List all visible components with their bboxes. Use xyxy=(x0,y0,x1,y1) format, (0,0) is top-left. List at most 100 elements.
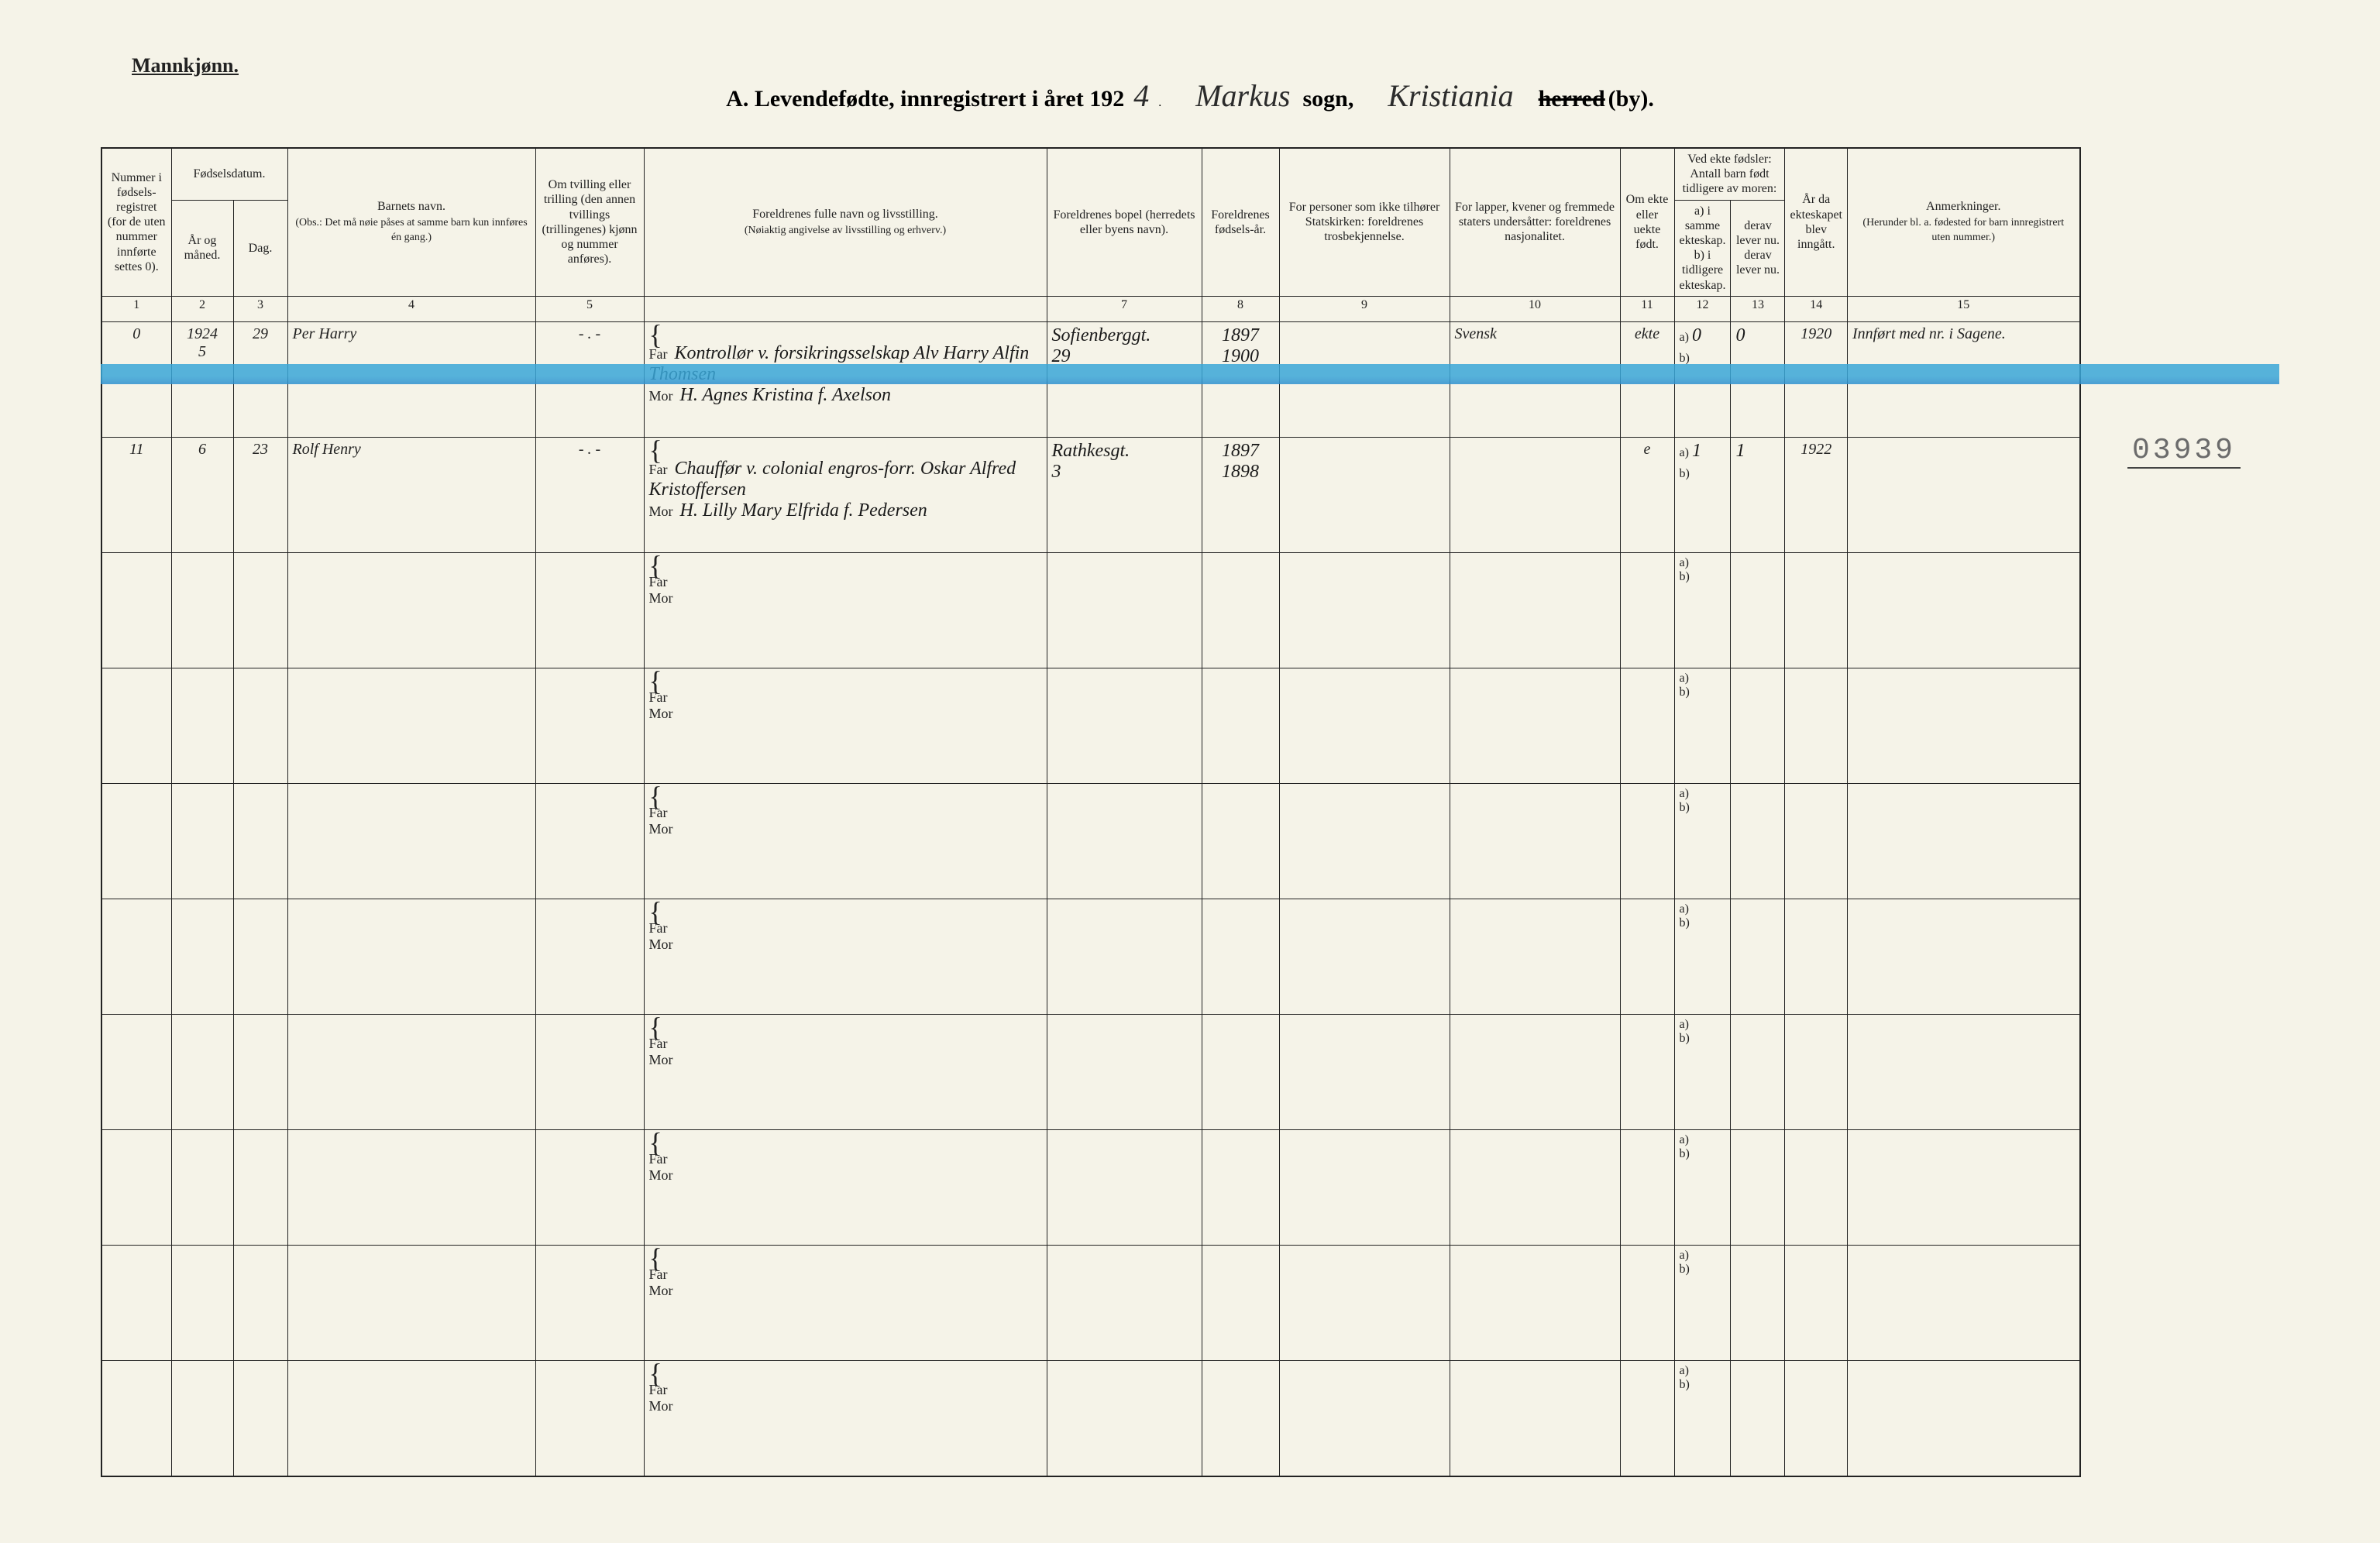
cell xyxy=(1047,899,1202,1014)
title-prefix: A. Levendefødte, innregistrert i året 19… xyxy=(726,86,1124,112)
cell-foreldre: {FarMor xyxy=(644,1245,1047,1360)
cell xyxy=(171,1014,233,1129)
cell-c12: a)b) xyxy=(1674,668,1731,783)
cell xyxy=(287,899,535,1014)
cell xyxy=(1785,1360,1848,1476)
cell xyxy=(171,783,233,899)
mor-label: Mor H. Agnes Kristina f. Axelson xyxy=(649,385,1042,406)
cell xyxy=(1450,783,1620,899)
cell xyxy=(1450,1014,1620,1129)
cell xyxy=(1785,783,1848,899)
colnum: 14 xyxy=(1785,296,1848,321)
cell xyxy=(101,1014,171,1129)
cell xyxy=(1785,1129,1848,1245)
cell xyxy=(1279,1245,1450,1360)
cell xyxy=(171,552,233,668)
cell xyxy=(535,1360,644,1476)
cell xyxy=(1848,783,2080,899)
colnum: 2 xyxy=(171,296,233,321)
col-header: Ved ekte fødsler: Antall barn født tidli… xyxy=(1674,148,1785,200)
colnum: 12 xyxy=(1674,296,1731,321)
mor-label: Mor xyxy=(649,821,1042,837)
col-header: Foreldrenes bopel (herredets eller byens… xyxy=(1047,148,1202,296)
cell-c12: a)b) xyxy=(1674,1014,1731,1129)
cell xyxy=(1848,1245,2080,1360)
cell-aar-ekt: 1920 xyxy=(1785,321,1848,437)
cell-c12: a)b) xyxy=(1674,899,1731,1014)
stamp-number: 03939 xyxy=(2127,434,2241,469)
cell-anm xyxy=(1848,437,2080,552)
cell xyxy=(171,1129,233,1245)
mor-label: Mor H. Lilly Mary Elfrida f. Pedersen xyxy=(649,500,1042,521)
cell-num: 11 xyxy=(101,437,171,552)
mor-label: Mor xyxy=(649,1167,1042,1184)
cell-tvilling: - . - xyxy=(535,321,644,437)
cell-aar-mnd: 6 xyxy=(171,437,233,552)
cell-ekte: e xyxy=(1620,437,1674,552)
cell xyxy=(1202,1245,1279,1360)
col-header: For lapper, kvener og fremmede staters u… xyxy=(1450,148,1620,296)
cell-foreldre: {FarMor xyxy=(644,783,1047,899)
cell-foreldre: {FarMor xyxy=(644,668,1047,783)
bopel-mor: 29 xyxy=(1052,346,1071,366)
cell xyxy=(1785,668,1848,783)
cell-tvilling: - . - xyxy=(535,437,644,552)
mor-label: Mor xyxy=(649,1052,1042,1068)
col-header: Anmerkninger. (Herunder bl. a. fødested … xyxy=(1848,148,2080,296)
cell xyxy=(233,783,287,899)
table-row: {FarMor a)b) xyxy=(101,668,2080,783)
col-header: Om tvilling eller trilling (den annen tv… xyxy=(535,148,644,296)
cell xyxy=(1047,552,1202,668)
title-by-script: Kristiania xyxy=(1378,78,1522,113)
cell xyxy=(535,552,644,668)
bopel-far: Sofienberggt. xyxy=(1052,325,1151,345)
colnum: 13 xyxy=(1731,296,1785,321)
mor-label: Mor xyxy=(649,590,1042,607)
mor-label: Mor xyxy=(649,706,1042,722)
mor-label: Mor xyxy=(649,1398,1042,1414)
register-table: Nummer i fødsels-registret (for de uten … xyxy=(101,147,2081,1477)
colnum: 11 xyxy=(1620,296,1674,321)
cell xyxy=(287,1245,535,1360)
cell xyxy=(233,1014,287,1129)
cell-foreldre: {FarMor xyxy=(644,1014,1047,1129)
bopel-mor: 3 xyxy=(1052,462,1061,482)
cell xyxy=(101,552,171,668)
cell xyxy=(1620,1245,1674,1360)
cell-nasj: Svensk xyxy=(1450,321,1620,437)
cell xyxy=(535,668,644,783)
cell xyxy=(1620,899,1674,1014)
col-header-note: (Herunder bl. a. fødested for barn innre… xyxy=(1862,217,2064,244)
col-header: For personer som ikke tilhører Statskirk… xyxy=(1279,148,1450,296)
far-label: Far Chauffør v. colonial engros-forr. Os… xyxy=(649,459,1042,500)
cell xyxy=(1202,668,1279,783)
cell-c12: a) 1b) xyxy=(1674,437,1731,552)
bopel-far: Rathkesgt. xyxy=(1052,441,1130,461)
cell xyxy=(101,1360,171,1476)
col-header: Foreldrenes fødsels-år. xyxy=(1202,148,1279,296)
cell-foreldre: {Far Chauffør v. colonial engros-forr. O… xyxy=(644,437,1047,552)
cell-aar-mnd: 19245 xyxy=(171,321,233,437)
cell xyxy=(1620,1360,1674,1476)
colnum: 9 xyxy=(1279,296,1450,321)
far-label: Far xyxy=(649,1266,1042,1283)
cell xyxy=(171,899,233,1014)
cell xyxy=(171,668,233,783)
cell xyxy=(535,899,644,1014)
cell xyxy=(1848,668,2080,783)
cell xyxy=(101,668,171,783)
cell-tros xyxy=(1279,321,1450,437)
col-subheader: År og måned. xyxy=(171,200,233,296)
cell-nasj xyxy=(1450,437,1620,552)
mor-label: Mor xyxy=(649,1283,1042,1299)
cell xyxy=(1279,552,1450,668)
cell-aar-ekt: 1922 xyxy=(1785,437,1848,552)
cell xyxy=(1731,899,1785,1014)
cell xyxy=(1731,1360,1785,1476)
cell xyxy=(287,783,535,899)
corner-label: Mannkjønn. xyxy=(132,54,239,77)
cell-dag: 29 xyxy=(233,321,287,437)
cell xyxy=(233,552,287,668)
cell xyxy=(233,1129,287,1245)
cell xyxy=(1279,1014,1450,1129)
